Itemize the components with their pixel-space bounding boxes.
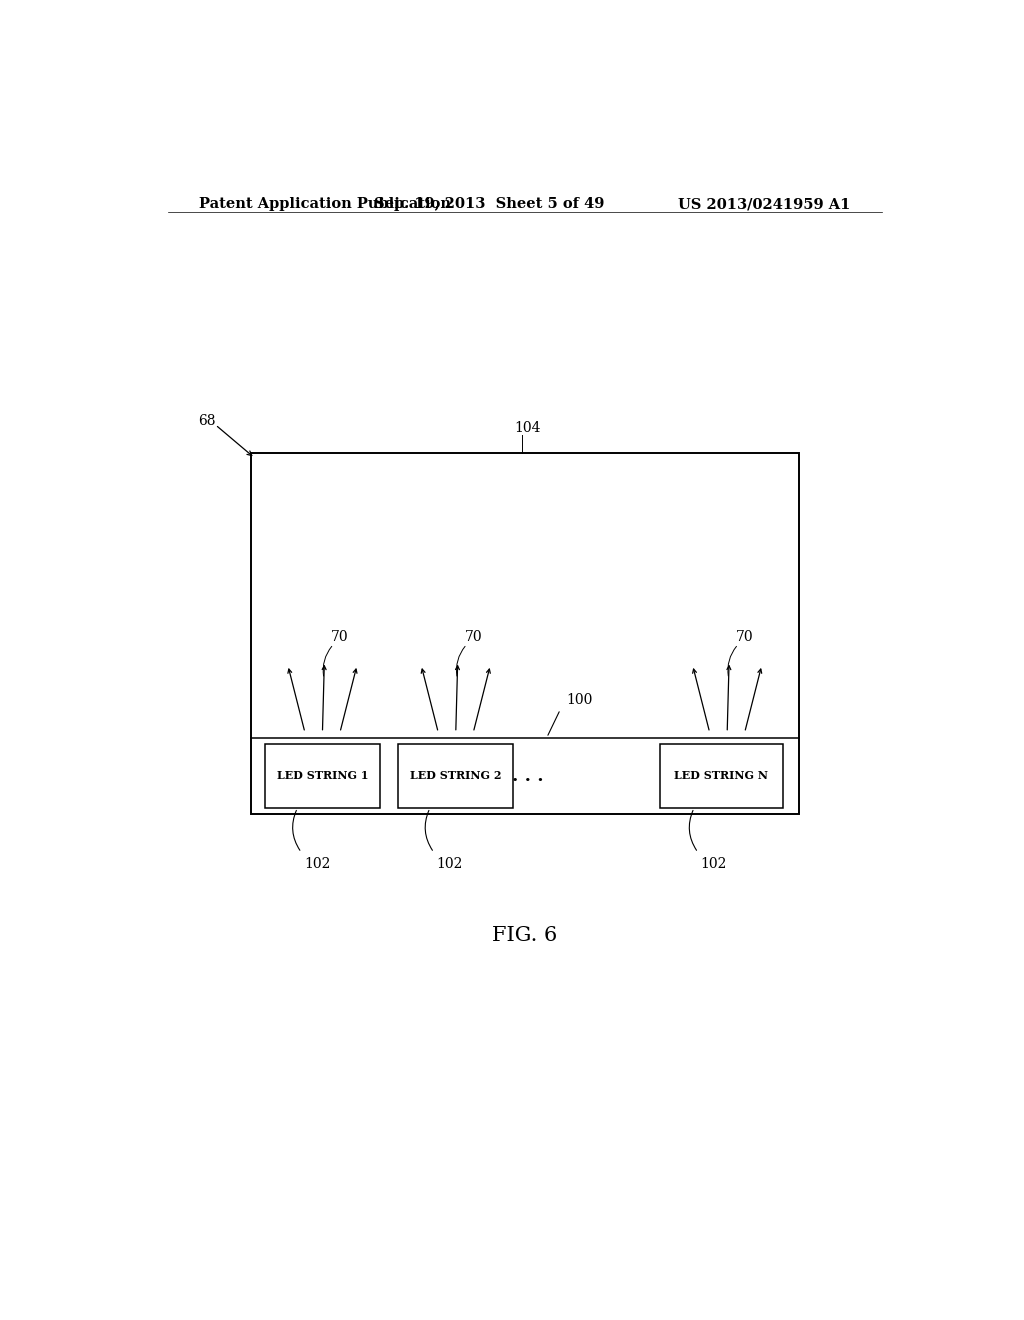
Text: 70: 70: [736, 630, 754, 644]
Text: LED STRING N: LED STRING N: [674, 771, 768, 781]
Text: FIG. 6: FIG. 6: [493, 927, 557, 945]
Text: 70: 70: [465, 630, 482, 644]
Text: 100: 100: [566, 693, 592, 708]
Bar: [659, 744, 782, 808]
Text: 102: 102: [436, 857, 463, 871]
Text: 102: 102: [304, 857, 330, 871]
Text: 70: 70: [331, 630, 349, 644]
Text: US 2013/0241959 A1: US 2013/0241959 A1: [678, 197, 850, 211]
Bar: [251, 453, 799, 814]
Bar: [265, 744, 380, 808]
Text: 102: 102: [700, 857, 727, 871]
Text: 68: 68: [199, 413, 216, 428]
Text: Patent Application Publication: Patent Application Publication: [200, 197, 452, 211]
Text: Sep. 19, 2013  Sheet 5 of 49: Sep. 19, 2013 Sheet 5 of 49: [374, 197, 604, 211]
Bar: [397, 744, 513, 808]
Text: LED STRING 2: LED STRING 2: [410, 771, 501, 781]
Text: . . .: . . .: [512, 767, 544, 785]
Text: LED STRING 1: LED STRING 1: [278, 771, 369, 781]
Text: 104: 104: [514, 421, 541, 434]
